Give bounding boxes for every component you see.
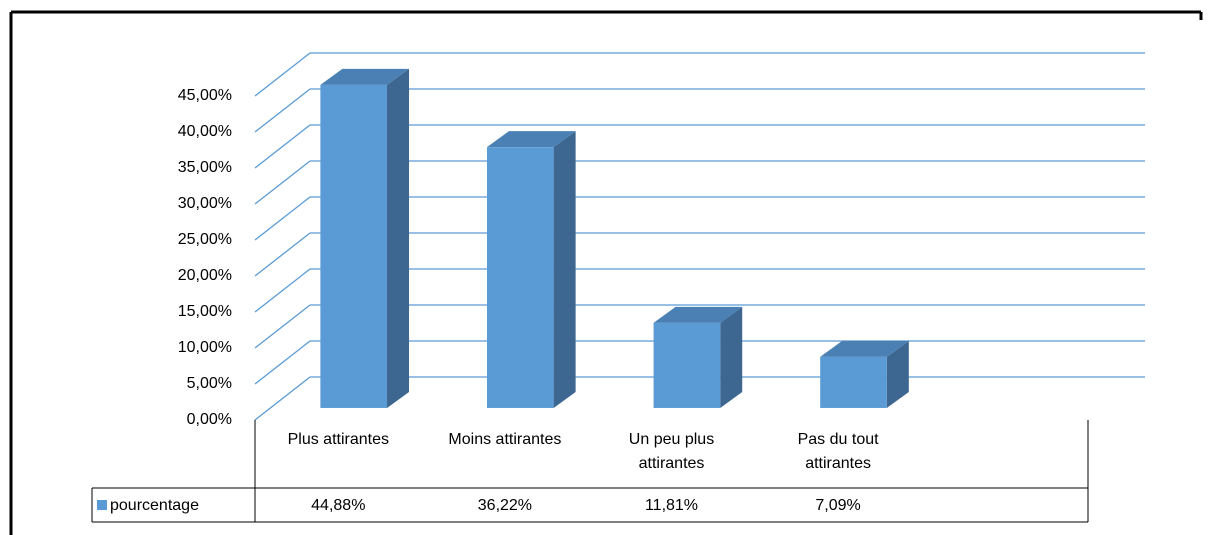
data-table-value: 11,81% (645, 497, 698, 514)
bar (653, 322, 721, 408)
x-tick-label: Pas du tout attirantes (797, 431, 879, 472)
grid-diagonal (254, 52, 311, 97)
y-tick-label: 0,00% (187, 411, 232, 428)
legend-swatch (97, 500, 107, 510)
data-table-value: 7,09% (815, 497, 860, 514)
grid-diagonal (254, 196, 311, 241)
x-tick-label: Moins attirantes (448, 431, 562, 448)
bar (320, 84, 388, 408)
bar-side (553, 131, 576, 408)
x-tick-label: Plus attirantes (287, 431, 389, 448)
grid-diagonal (254, 268, 311, 313)
bar-top (653, 306, 743, 323)
bar-side (387, 68, 410, 408)
bar-top (820, 340, 909, 357)
y-tick-label: 10,00% (178, 339, 232, 356)
y-tick-label: 35,00% (178, 159, 232, 176)
grid-diagonal (254, 304, 311, 349)
grid-diagonal (254, 232, 311, 277)
y-tick-label: 25,00% (178, 231, 232, 248)
y-tick-label: 30,00% (178, 195, 232, 212)
grid-diagonal (254, 160, 311, 205)
bar-top (320, 68, 410, 85)
grid-diagonal (254, 376, 311, 421)
x-tick-label: Un peu plus attirantes (628, 431, 715, 472)
legend-label: pourcentage (110, 497, 199, 514)
grid-diagonal (254, 88, 311, 133)
data-table-value: 44,88% (311, 497, 365, 514)
bar-side (886, 340, 909, 408)
bar (820, 356, 887, 408)
grid-diagonal (254, 340, 311, 385)
y-tick-label: 15,00% (178, 303, 232, 320)
bar-top (486, 131, 576, 148)
bar-side (720, 306, 743, 408)
grid-diagonal (254, 124, 311, 169)
data-table-value: 36,22% (478, 497, 532, 514)
y-tick-label: 20,00% (178, 267, 232, 284)
bar (486, 147, 554, 408)
y-tick-label: 5,00% (187, 375, 232, 392)
y-tick-label: 40,00% (178, 123, 232, 140)
y-tick-label: 45,00% (178, 87, 232, 104)
